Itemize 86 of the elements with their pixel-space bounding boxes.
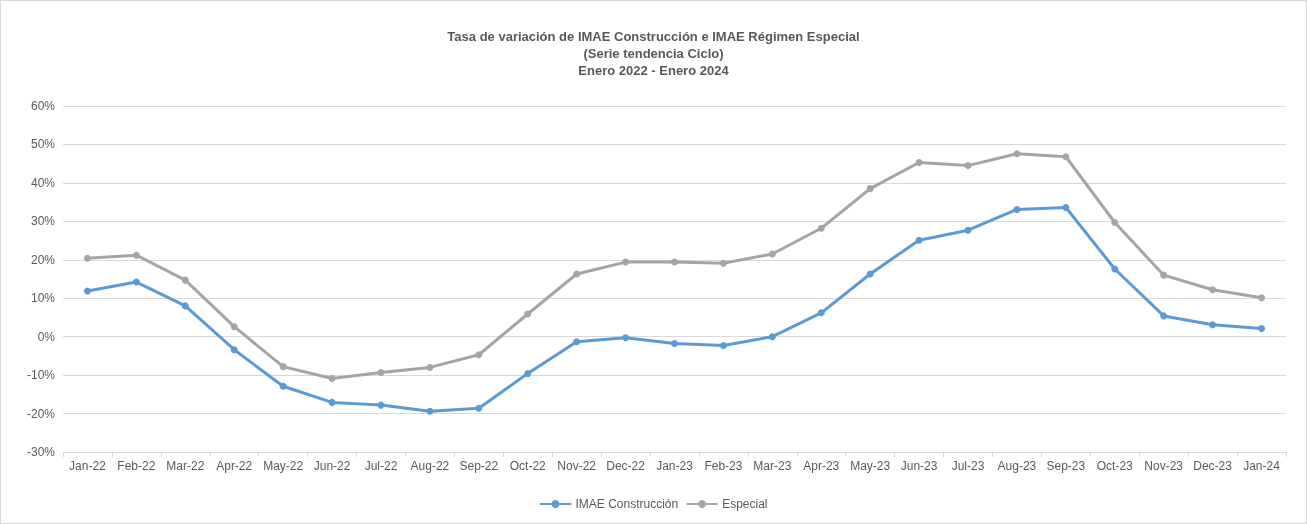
point bbox=[622, 258, 630, 266]
x-tick-label: Feb-22 bbox=[117, 459, 156, 473]
point bbox=[719, 259, 727, 267]
point bbox=[83, 287, 91, 295]
x-tick-label: Nov-22 bbox=[557, 459, 597, 473]
point bbox=[1013, 150, 1021, 158]
point bbox=[1258, 294, 1266, 302]
point bbox=[768, 250, 776, 258]
point bbox=[768, 333, 776, 341]
x-tick-label: Sep-22 bbox=[459, 459, 499, 473]
y-tick-label: 40% bbox=[30, 175, 56, 190]
point bbox=[181, 302, 189, 310]
point bbox=[866, 185, 874, 193]
point bbox=[1111, 265, 1119, 273]
point bbox=[1062, 153, 1070, 161]
x-tick-label: Jun-22 bbox=[313, 459, 351, 473]
point bbox=[915, 236, 923, 244]
x-tick-label: Jul-23 bbox=[951, 459, 985, 473]
point bbox=[1258, 325, 1266, 333]
x-tick-label: Apr-22 bbox=[216, 459, 253, 473]
point bbox=[132, 251, 140, 259]
point bbox=[1209, 321, 1217, 329]
x-tick-label: Dec-22 bbox=[606, 459, 646, 473]
y-tick-label: 20% bbox=[30, 252, 56, 267]
point bbox=[279, 363, 287, 371]
x-tick-label: Sep-23 bbox=[1046, 459, 1086, 473]
x-tick-label: Feb-23 bbox=[704, 459, 743, 473]
point bbox=[866, 270, 874, 278]
y-tick-label: -20% bbox=[26, 406, 56, 421]
x-tick-label: Aug-23 bbox=[997, 459, 1037, 473]
point bbox=[1160, 271, 1168, 279]
point bbox=[671, 340, 678, 348]
x-tick-label: Apr-23 bbox=[803, 459, 840, 473]
point bbox=[622, 334, 630, 342]
x-tick-label: Jan-22 bbox=[69, 459, 107, 473]
x-tick-label: Oct-22 bbox=[509, 459, 547, 473]
point bbox=[83, 254, 91, 262]
point bbox=[230, 346, 238, 354]
point bbox=[573, 270, 581, 278]
x-tick-label: Mar-23 bbox=[753, 459, 792, 473]
point bbox=[524, 310, 532, 318]
point bbox=[1013, 205, 1021, 213]
y-tick-label: 30% bbox=[30, 214, 56, 229]
chart-title: Tasa de variación de IMAE Construcción e IMAE Régimen Especial (Serie tendencia Ciclo) Enero 2022 - Enero 2024 bbox=[447, 29, 860, 78]
point bbox=[279, 382, 287, 390]
point bbox=[524, 370, 532, 378]
point bbox=[719, 342, 727, 350]
y-tick-label: 60% bbox=[30, 99, 56, 113]
point bbox=[426, 407, 434, 415]
point bbox=[915, 159, 923, 167]
point bbox=[817, 224, 825, 232]
y-tick-label: -30% bbox=[26, 445, 56, 459]
point bbox=[1209, 286, 1217, 294]
point bbox=[377, 368, 385, 376]
point bbox=[328, 375, 336, 383]
y-tick-label: 50% bbox=[30, 137, 56, 152]
point bbox=[328, 398, 336, 406]
point bbox=[1062, 203, 1070, 211]
point bbox=[817, 309, 825, 317]
point bbox=[1111, 218, 1119, 226]
x-tick-label: Nov-23 bbox=[1144, 459, 1184, 473]
x-tick-label: Oct-23 bbox=[1096, 459, 1134, 473]
x-tick-label: Jan-23 bbox=[656, 459, 694, 473]
x-tick-label: Jul-22 bbox=[364, 459, 398, 473]
legend-label: Especial bbox=[722, 497, 768, 511]
legend-label: IMAE Construcción bbox=[575, 497, 679, 511]
point bbox=[230, 323, 238, 331]
point bbox=[964, 162, 972, 170]
point bbox=[1160, 312, 1168, 320]
y-tick-label: -10% bbox=[26, 368, 56, 383]
x-tick-label: May-22 bbox=[263, 459, 304, 473]
point bbox=[132, 278, 140, 286]
y-tick-label: 0% bbox=[37, 329, 56, 344]
y-tick-label: 10% bbox=[30, 291, 56, 306]
x-tick-label: Mar-22 bbox=[166, 459, 205, 473]
point bbox=[181, 276, 189, 284]
x-tick-label: Jan-24 bbox=[1243, 459, 1281, 473]
point bbox=[573, 338, 581, 346]
point bbox=[475, 351, 483, 359]
x-tick-label: Jun-23 bbox=[900, 459, 938, 473]
point bbox=[426, 363, 434, 371]
x-tick-label: Dec-23 bbox=[1193, 459, 1233, 473]
point bbox=[475, 404, 483, 412]
x-tick-label: May-23 bbox=[850, 459, 891, 473]
point bbox=[671, 258, 678, 266]
x-tick-label: Aug-22 bbox=[410, 459, 450, 473]
